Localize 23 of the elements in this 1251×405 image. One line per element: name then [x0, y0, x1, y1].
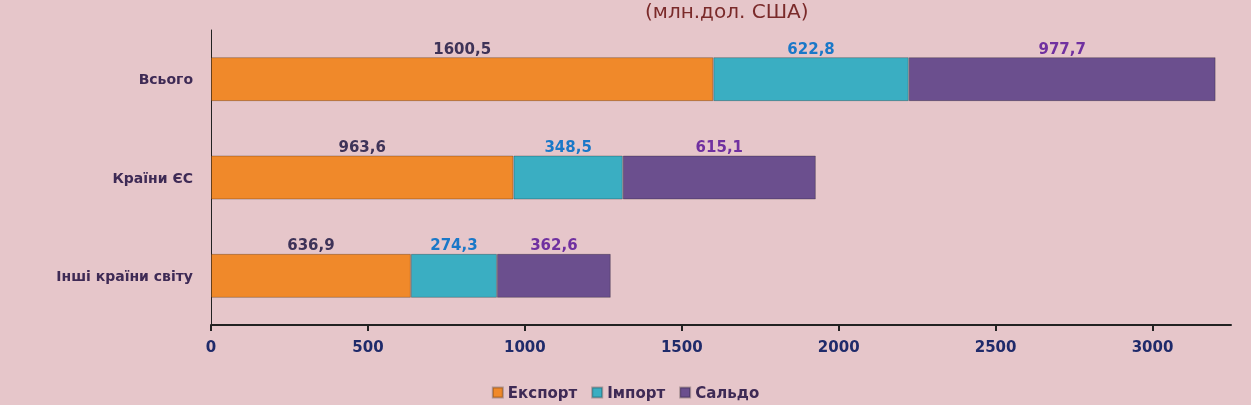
- chart-title: (млн.дол. США): [645, 0, 809, 23]
- data-label: 977,7: [1038, 39, 1086, 58]
- x-tick-label: 1000: [503, 337, 546, 356]
- data-label: 963,6: [338, 138, 386, 156]
- legend-label: Сальдо: [695, 383, 760, 402]
- legend-label: Експорт: [507, 383, 578, 402]
- x-tick-label: 1500: [660, 337, 703, 356]
- data-label: 362,6: [530, 236, 578, 255]
- data-label: 615,1: [695, 138, 744, 156]
- x-tick-label: 2500: [974, 337, 1017, 356]
- legend-label: Імпорт: [607, 383, 666, 402]
- y-tick-label: Всього: [138, 71, 194, 88]
- y-tick-label: Інші країни світу: [56, 267, 193, 284]
- x-tick-label: 0: [205, 337, 217, 356]
- x-tick-label: 2000: [817, 337, 860, 356]
- data-label: 636,9: [287, 236, 335, 255]
- data-label: 1600,5: [433, 39, 492, 58]
- data-label: 348,5: [544, 138, 592, 156]
- x-tick-label: 3000: [1131, 337, 1174, 356]
- x-tick-label: 500: [352, 337, 384, 356]
- y-tick-label: Країни ЄС: [112, 169, 193, 186]
- data-label: 274,3: [430, 236, 478, 255]
- data-label: 622,8: [787, 39, 835, 58]
